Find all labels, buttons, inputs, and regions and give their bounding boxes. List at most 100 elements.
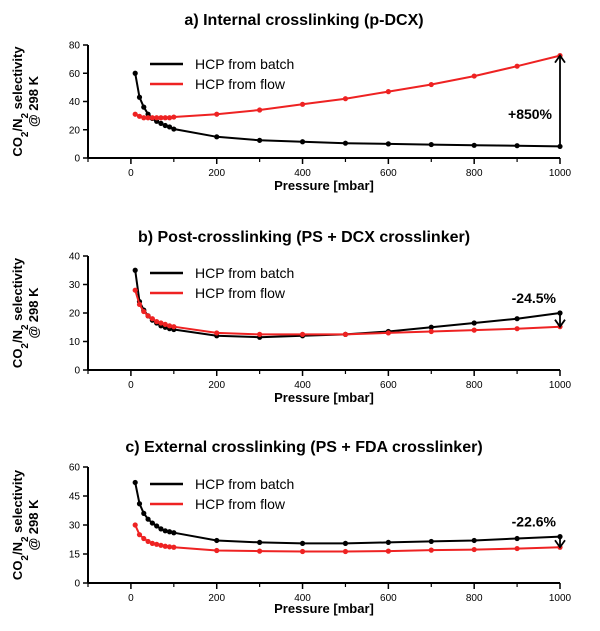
data-point-flow [149,115,155,121]
data-point-batch [299,139,306,145]
data-point-batch [136,94,143,100]
data-point-batch [171,530,177,536]
data-point-batch [171,126,177,132]
data-point-flow [141,535,147,542]
y-axis-label-line2: @ 298 K [26,287,41,339]
data-point-flow [214,547,220,554]
data-point-batch [257,137,263,143]
data-point-batch [166,529,173,535]
data-point-flow [299,101,306,107]
data-point-batch [514,316,520,322]
x-tick-label: 0 [128,168,134,179]
y-tick-label: 30 [69,521,81,532]
data-point-flow [154,115,160,121]
data-point-flow [299,331,306,337]
data-point-batch [514,535,520,542]
data-point-flow [136,532,143,538]
y-axis-label-line2: @ 298 K [26,75,41,127]
y-tick-label: 30 [69,280,81,291]
data-point-flow [136,113,143,119]
data-point-batch [342,140,349,146]
data-point-batch [428,324,434,330]
y-tick-label: 40 [69,252,81,263]
data-point-flow [428,81,434,88]
data-point-flow [145,313,151,319]
y-tick-label: 60 [69,463,81,474]
annotation-arrowhead [554,319,566,329]
data-point-flow [171,544,177,550]
data-point-flow [154,541,160,547]
data-point-flow [257,548,263,554]
data-point-batch [141,104,147,110]
data-point-flow [166,323,173,329]
x-tick-label: 600 [380,593,397,604]
data-point-flow [145,115,151,121]
y-tick-label: 45 [69,492,81,503]
data-point-flow [214,111,220,117]
data-point-flow [514,326,520,332]
data-point-flow [166,544,173,550]
data-point-flow [162,321,168,327]
data-point-batch [257,539,263,546]
legend-label-flow: HCP from flow [195,285,286,301]
y-axis-label-subscript: 2 [20,343,31,349]
chart-panel-2: c) External crosslinking (PS + FDA cross… [10,439,572,616]
x-tick-label: 800 [466,380,483,391]
x-axis-label: Pressure [mbar] [274,178,374,193]
data-point-flow [154,318,160,325]
y-tick-label: 0 [74,579,80,590]
y-axis-label-part: CO [10,349,25,369]
y-axis-label-part: /N [10,542,25,555]
data-point-batch [132,267,138,273]
data-point-flow [162,115,168,121]
data-point-batch [471,320,477,326]
data-point-batch [428,538,434,545]
y-axis-label-subscript: 2 [20,536,31,542]
x-tick-label: 400 [294,593,311,604]
x-tick-label: 1000 [549,593,572,604]
y-axis-label-subscript: 2 [20,131,31,137]
data-point-batch [154,523,160,529]
y-tick-label: 60 [69,69,81,80]
data-point-flow [342,331,349,337]
data-point-batch [428,141,434,148]
data-point-flow [158,320,164,326]
data-point-flow [158,115,164,121]
data-point-flow [171,114,177,120]
x-axis-label: Pressure [mbar] [274,390,374,405]
data-point-flow [428,547,434,553]
data-point-batch [141,510,147,516]
y-tick-label: 15 [69,550,81,561]
annotation-label: -24.5% [512,290,557,306]
y-tick-label: 20 [69,309,81,320]
data-point-flow [171,324,177,330]
y-axis-label-part: CO [10,561,25,581]
x-tick-label: 0 [128,380,134,391]
y-axis-label-subscript: 2 [20,555,31,561]
data-point-flow [136,301,143,308]
x-tick-label: 200 [208,593,225,604]
y-axis-label-part: selectivity [10,469,25,536]
data-point-flow [257,331,263,337]
x-tick-label: 400 [294,380,311,391]
data-point-flow [385,330,391,336]
annotation-label: +850% [508,106,553,122]
data-point-flow [471,73,477,79]
y-axis-label: CO2/N2 selectivity [10,257,31,368]
data-point-batch [158,526,164,532]
y-axis-label: CO2/N2 selectivity [10,46,31,157]
y-tick-label: 0 [74,154,80,165]
y-tick-label: 10 [69,337,81,348]
data-point-flow [214,330,220,336]
data-point-flow [385,89,391,95]
y-axis-label-line2: @ 298 K [26,499,41,551]
legend-label-flow: HCP from flow [195,496,286,512]
y-tick-label: 40 [69,97,81,108]
y-axis-label-part: /N [10,330,25,343]
data-point-batch [385,141,391,147]
annotation-arrowhead [554,539,566,549]
data-point-flow [145,538,151,545]
legend-label-flow: HCP from flow [195,76,286,92]
data-point-flow [162,543,168,549]
x-tick-label: 1000 [549,380,572,391]
